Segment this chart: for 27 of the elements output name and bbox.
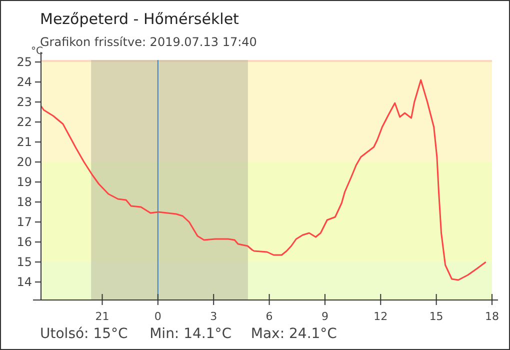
y-tick-label: 17 <box>16 215 32 230</box>
line-series <box>40 79 487 281</box>
y-tick-label: 21 <box>16 135 32 150</box>
x-tick-label: 6 <box>266 310 273 323</box>
chart-title: Mezőpeterd - Hőmérséklet <box>40 10 240 28</box>
x-tick-label: 3 <box>210 310 218 323</box>
text: Utolsó: 15°C <box>40 326 128 342</box>
y-tick-label: 14 <box>16 275 32 290</box>
x-tick-label: 18 <box>485 310 499 323</box>
y-tick-label: 16 <box>16 235 32 250</box>
y-axis-title: °C <box>31 46 44 57</box>
y-tick-label: 23 <box>16 95 32 110</box>
y-tick-label: 25 <box>16 55 32 70</box>
y-tick-label: 22 <box>16 115 32 130</box>
x-tick-label: 15 <box>429 310 444 323</box>
x-tick-label: 21 <box>95 310 110 323</box>
y-tick-label: 19 <box>16 175 32 190</box>
x-tick-label: 12 <box>374 310 388 323</box>
text: Max: 24.1°C <box>250 326 338 342</box>
y-tick-label: 24 <box>16 75 32 90</box>
y-tick-label: 15 <box>16 255 32 270</box>
y-tick-label: 20 <box>16 155 32 170</box>
text: Min: 14.1°C <box>150 326 232 342</box>
chart-subtitle: Grafikon frissítve: 2019.07.13 17:40 <box>40 35 257 49</box>
x-tick-label: 0 <box>154 310 162 323</box>
y-tick-label: 18 <box>16 195 32 210</box>
x-tick-label: 9 <box>321 310 328 323</box>
